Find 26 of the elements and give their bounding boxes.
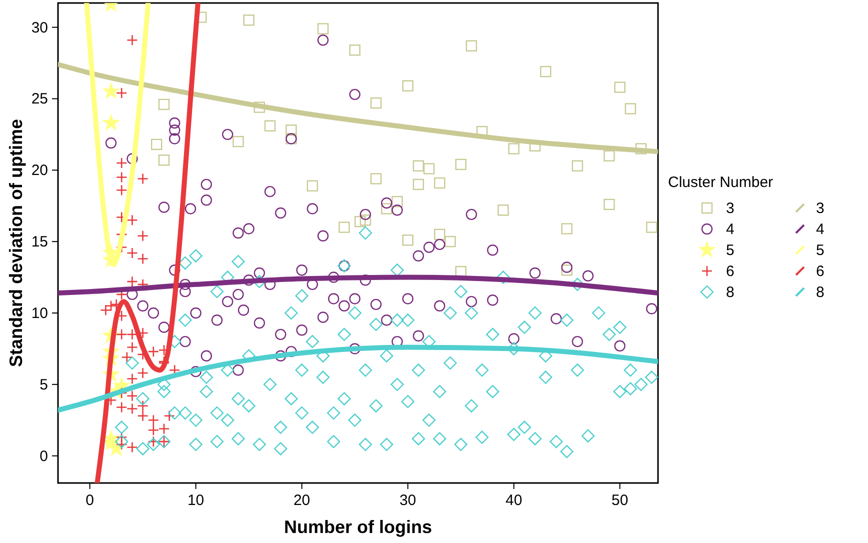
legend-label: 5 [726, 242, 734, 259]
y-tick-label: 25 [31, 90, 48, 108]
legend-label: 6 [726, 263, 734, 280]
x-tick-label: 20 [293, 492, 310, 509]
legend-label: 3 [726, 200, 734, 217]
legend-label: 5 [816, 242, 824, 259]
y-tick-label: 15 [31, 234, 48, 251]
y-tick-label: 10 [31, 305, 48, 322]
legend-label: 4 [816, 221, 824, 238]
y-tick-label: 30 [31, 19, 48, 36]
x-tick-label: 10 [187, 492, 204, 509]
legend-title: Cluster Number [668, 174, 774, 191]
legend-label: 8 [726, 284, 734, 301]
legend-label: 3 [816, 200, 824, 217]
y-axis-title: Standard deviation of uptime [6, 118, 26, 368]
x-tick-label: 30 [399, 492, 416, 509]
legend-label: 6 [816, 263, 824, 280]
y-tick-label: 0 [40, 448, 48, 465]
legend-label: 4 [726, 221, 734, 238]
x-tick-label: 40 [505, 492, 522, 509]
x-tick-label: 50 [611, 492, 628, 509]
legend-label: 8 [816, 284, 824, 301]
x-tick-label: 0 [86, 492, 94, 509]
x-axis-title: Number of logins [284, 517, 432, 537]
y-tick-label: 20 [31, 162, 48, 180]
y-tick-label: 5 [40, 376, 48, 394]
